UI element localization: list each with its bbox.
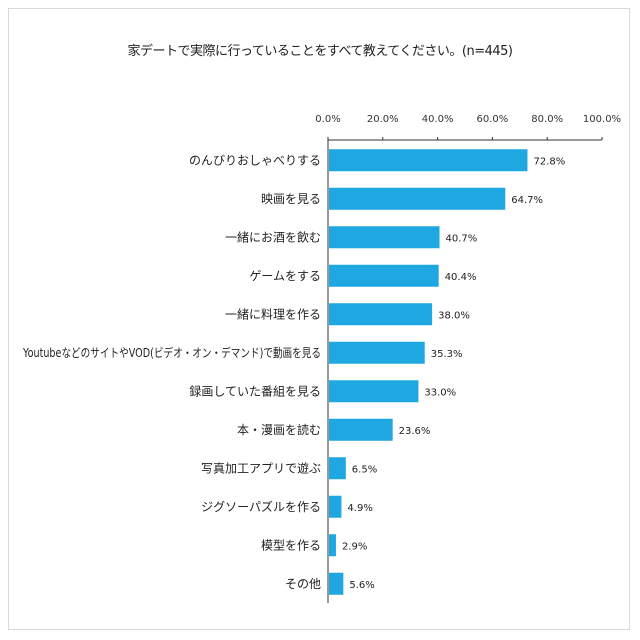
value-label: 72.8%	[533, 156, 565, 167]
x-tick-label: 100.0%	[583, 114, 621, 125]
value-label: 40.7%	[446, 233, 478, 244]
bar	[329, 380, 419, 403]
value-label: 6.5%	[352, 464, 377, 475]
x-tick-label: 80.0%	[531, 114, 563, 125]
category-label: 一緒に料理を作る	[225, 306, 321, 321]
value-label: 40.4%	[445, 272, 477, 283]
bar	[329, 149, 528, 172]
bar	[329, 187, 506, 210]
bar	[329, 418, 393, 441]
category-label: ジグソーパズルを作る	[201, 499, 321, 514]
chart-frame	[8, 8, 630, 630]
value-label: 23.6%	[399, 426, 431, 437]
category-label: のんびりおしゃべりする	[189, 153, 321, 167]
category-label: 録画していた番組を見る	[189, 383, 321, 398]
bar	[329, 264, 439, 287]
value-label: 38.0%	[438, 310, 470, 321]
category-label: 映画を見る	[261, 192, 321, 206]
value-label: 5.6%	[349, 580, 374, 591]
category-label: 本・漫画を読む	[237, 422, 321, 437]
value-label: 35.3%	[431, 349, 463, 360]
category-label: 写真加工アプリで遊ぶ	[201, 460, 321, 475]
value-label: 64.7%	[511, 195, 543, 206]
bar	[329, 534, 336, 557]
bar	[329, 226, 440, 249]
x-tick-label: 0.0%	[315, 114, 340, 125]
x-tick-label: 20.0%	[367, 114, 399, 125]
category-label: その他	[285, 577, 321, 591]
x-tick-label: 60.0%	[477, 114, 509, 125]
category-label: YoutubeなどのサイトやVOD(ビデオ・オン・デマンド)で動画を見る	[22, 345, 321, 360]
bar	[329, 341, 425, 364]
chart-title: 家デートで実際に行っていることをすべて教えてください。(n=445)	[127, 44, 513, 59]
bar	[329, 457, 346, 480]
bar	[329, 495, 342, 518]
x-tick-label: 40.0%	[422, 114, 454, 125]
category-label: 模型を作る	[261, 538, 321, 552]
value-label: 33.0%	[424, 387, 456, 398]
category-label: 一緒にお酒を飲む	[225, 229, 321, 244]
bar	[329, 303, 433, 326]
bar	[329, 572, 344, 595]
value-label: 2.9%	[342, 541, 367, 552]
category-label: ゲームをする	[249, 269, 321, 283]
value-label: 4.9%	[347, 503, 372, 514]
